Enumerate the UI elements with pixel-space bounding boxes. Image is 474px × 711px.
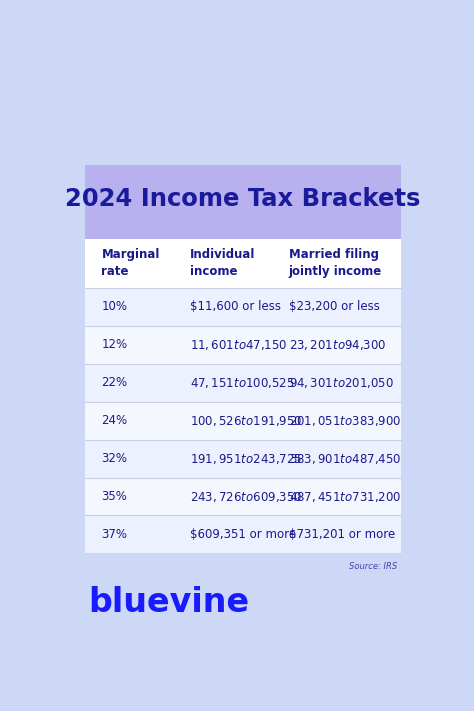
Text: 35%: 35%	[101, 490, 128, 503]
Text: 2024 Income Tax Brackets: 2024 Income Tax Brackets	[65, 187, 420, 211]
Text: $243,726 to $609,350: $243,726 to $609,350	[190, 489, 302, 503]
Text: $11,600 or less: $11,600 or less	[190, 300, 281, 314]
Bar	[85, 515, 401, 553]
Text: $383,901 to $487,450: $383,901 to $487,450	[289, 451, 401, 466]
Text: $487,451 to $731,200: $487,451 to $731,200	[289, 489, 401, 503]
Text: $191,951 to $243,725: $191,951 to $243,725	[190, 451, 302, 466]
Text: $11,601 to $47,150: $11,601 to $47,150	[190, 338, 287, 352]
Text: 24%: 24%	[101, 414, 128, 427]
Text: 37%: 37%	[101, 528, 128, 541]
Text: $47,151 to $100,525: $47,151 to $100,525	[190, 375, 294, 390]
Bar	[85, 288, 401, 326]
Text: Married filing
jointly income: Married filing jointly income	[289, 248, 382, 278]
Text: Individual
income: Individual income	[190, 248, 255, 278]
Bar	[85, 326, 401, 364]
Text: $201,051 to $383,900: $201,051 to $383,900	[289, 414, 401, 427]
Text: $94,301 to $201,050: $94,301 to $201,050	[289, 375, 394, 390]
Bar	[85, 402, 401, 439]
Bar	[85, 364, 401, 402]
Text: 32%: 32%	[101, 452, 128, 465]
Text: Marginal
rate: Marginal rate	[101, 248, 160, 278]
Text: $609,351 or more: $609,351 or more	[190, 528, 296, 541]
Text: 10%: 10%	[101, 300, 128, 314]
Text: bluevine: bluevine	[89, 586, 250, 619]
FancyBboxPatch shape	[85, 239, 401, 553]
Text: $100,526 to $191,950: $100,526 to $191,950	[190, 414, 302, 427]
FancyBboxPatch shape	[85, 165, 401, 239]
Bar	[85, 478, 401, 515]
Text: $23,200 or less: $23,200 or less	[289, 300, 380, 314]
Bar	[85, 439, 401, 478]
Text: $23,201 to $94,300: $23,201 to $94,300	[289, 338, 386, 352]
Text: $731,201 or more: $731,201 or more	[289, 528, 395, 541]
Text: 12%: 12%	[101, 338, 128, 351]
Text: 22%: 22%	[101, 376, 128, 389]
Text: Source: IRS: Source: IRS	[349, 562, 397, 571]
